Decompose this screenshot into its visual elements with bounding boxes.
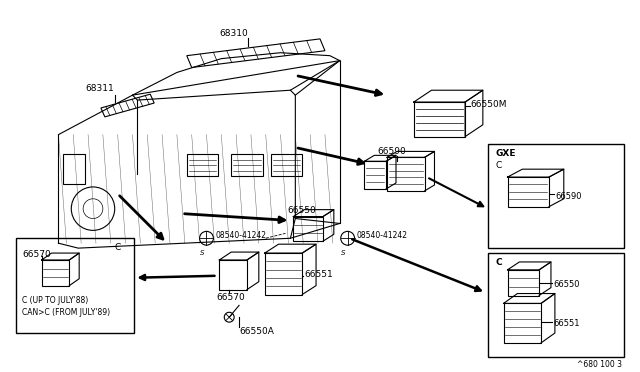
Bar: [293, 217, 323, 241]
Text: 66551: 66551: [304, 270, 333, 279]
Bar: [504, 304, 541, 343]
Text: GXE: GXE: [496, 150, 516, 158]
Bar: [187, 154, 218, 176]
Text: C: C: [115, 243, 120, 252]
Text: 66570: 66570: [22, 250, 51, 259]
Bar: [16, 238, 134, 333]
Bar: [42, 260, 69, 286]
Bar: [220, 260, 247, 289]
Text: 66590: 66590: [555, 192, 581, 201]
Text: 66550: 66550: [287, 206, 316, 215]
Text: S: S: [200, 250, 205, 256]
Bar: [387, 157, 424, 191]
Text: 66550: 66550: [553, 280, 579, 289]
Text: 68310: 68310: [220, 29, 248, 38]
Text: 66570: 66570: [216, 292, 245, 302]
Text: 08540-41242: 08540-41242: [356, 231, 408, 240]
Bar: [271, 154, 302, 176]
Text: CAN>C (FROM JULY'89): CAN>C (FROM JULY'89): [22, 308, 110, 317]
Bar: [488, 144, 624, 248]
Polygon shape: [101, 94, 154, 117]
Text: 68311: 68311: [85, 84, 114, 93]
Bar: [63, 154, 85, 184]
Text: 66551: 66551: [553, 319, 579, 328]
Text: C: C: [496, 161, 502, 170]
Bar: [414, 102, 465, 137]
Text: 66550A: 66550A: [239, 327, 274, 336]
Text: ^680 100 3: ^680 100 3: [577, 360, 621, 369]
Text: 08540-41242: 08540-41242: [216, 231, 266, 240]
Polygon shape: [187, 39, 325, 67]
Bar: [231, 154, 263, 176]
Bar: [265, 253, 302, 295]
Bar: [488, 253, 624, 357]
Bar: [508, 177, 549, 207]
Text: 66590: 66590: [377, 147, 406, 157]
Text: C: C: [496, 258, 502, 267]
Text: 66550M: 66550M: [470, 100, 506, 109]
Bar: [364, 161, 386, 189]
Text: S: S: [341, 250, 346, 256]
Bar: [508, 270, 539, 295]
Text: C (UP TO JULY'88): C (UP TO JULY'88): [22, 295, 88, 305]
